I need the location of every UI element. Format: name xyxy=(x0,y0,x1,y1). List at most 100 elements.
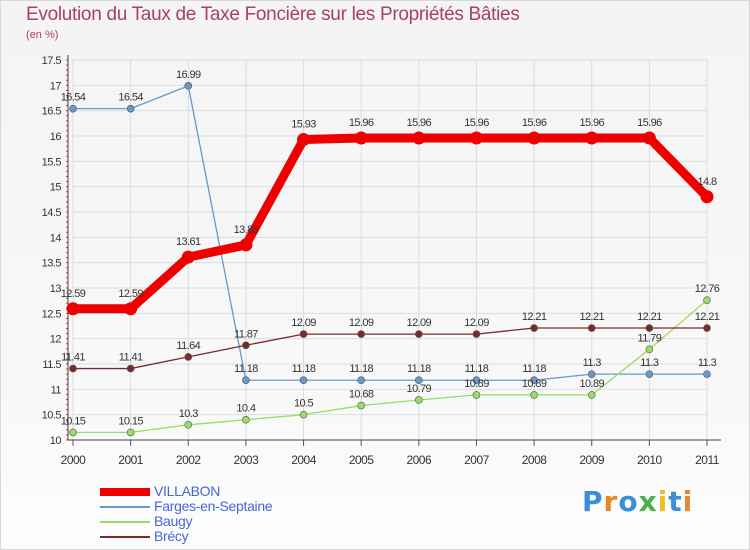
data-label: 13.61 xyxy=(176,236,201,248)
data-point xyxy=(69,104,77,113)
data-label: 15.96 xyxy=(637,117,662,129)
data-label: 11.18 xyxy=(465,363,489,375)
y-tick-label: 14 xyxy=(50,232,62,244)
series-lines xyxy=(66,82,714,437)
data-label: 10.89 xyxy=(579,378,604,390)
data-point xyxy=(415,396,423,404)
data-label: 10.4 xyxy=(236,403,255,415)
y-tick-label: 11 xyxy=(51,384,62,396)
logo-letter: P xyxy=(582,485,604,518)
x-tick-label: 2003 xyxy=(234,453,260,467)
data-label: 10.89 xyxy=(464,378,489,390)
data-point xyxy=(124,302,138,316)
data-point xyxy=(412,131,426,145)
data-label: 11.18 xyxy=(407,363,431,375)
data-label: 15.96 xyxy=(407,117,432,129)
data-label: 11.87 xyxy=(234,328,258,340)
data-point xyxy=(703,370,711,378)
data-point xyxy=(126,104,135,113)
series-line xyxy=(72,85,708,381)
x-tick-label: 2008 xyxy=(522,453,548,467)
data-label: 15.93 xyxy=(291,119,316,131)
y-tick-label: 10.5 xyxy=(42,410,62,422)
y-tick-label: 15.5 xyxy=(42,156,62,168)
series-line xyxy=(72,299,708,434)
legend-swatch xyxy=(100,521,150,523)
data-label: 11.41 xyxy=(61,352,85,364)
data-label: 15.96 xyxy=(579,117,604,129)
data-point xyxy=(126,364,135,373)
data-point xyxy=(69,364,77,373)
logo-letter: t xyxy=(668,485,683,518)
data-label: 12.09 xyxy=(464,317,489,329)
data-label: 12.59 xyxy=(61,288,86,300)
x-tick-label: 2011 xyxy=(695,453,720,467)
data-label: 12.76 xyxy=(695,283,720,295)
data-label: 11.18 xyxy=(522,363,546,375)
data-point xyxy=(530,391,538,399)
data-label: 15.96 xyxy=(464,117,489,129)
x-tick-label: 2004 xyxy=(291,453,317,467)
legend-swatch xyxy=(100,506,150,508)
data-label: 11.64 xyxy=(176,340,200,352)
x-tick-label: 2010 xyxy=(637,453,663,467)
x-tick-label: 2002 xyxy=(176,453,202,467)
legend-swatch xyxy=(100,488,150,496)
data-label: 10.5 xyxy=(294,398,313,410)
line-chart: 10 10.5 11 11.5 12 12.5 13 13.5 14 14.5 15 15.5 16 16… xyxy=(42,55,721,467)
legend-label: VILLABON xyxy=(154,483,221,499)
data-label: 12.59 xyxy=(118,288,143,300)
data-point xyxy=(472,330,481,338)
data-point xyxy=(239,238,253,252)
data-point xyxy=(700,190,714,204)
data-point xyxy=(415,376,423,385)
data-point xyxy=(469,131,483,145)
data-point xyxy=(530,376,538,385)
data-point xyxy=(587,391,596,399)
data-label: 10.89 xyxy=(522,378,547,390)
legend-label: Farges-en-Septaine xyxy=(154,498,273,514)
proxiti-logo: Proxiti xyxy=(582,485,693,518)
data-label: 15.96 xyxy=(522,117,547,129)
data-point xyxy=(299,330,308,338)
data-label: 15.96 xyxy=(349,117,374,129)
data-point xyxy=(126,428,135,437)
legend-item: Brécy xyxy=(100,529,340,544)
data-label: 16.54 xyxy=(118,92,143,104)
y-tick-label: 11.5 xyxy=(42,359,61,371)
logo-letter: o xyxy=(618,485,639,518)
y-tick-label: 13 xyxy=(50,283,62,295)
data-point xyxy=(642,131,656,145)
data-label: 11.18 xyxy=(349,363,373,375)
y-tick-label: 17 xyxy=(50,80,62,92)
y-unit-label: (en %) xyxy=(26,29,59,41)
data-point xyxy=(645,370,654,378)
x-tick-label: 2006 xyxy=(406,453,432,467)
data-point xyxy=(242,415,250,424)
data-label: 10.68 xyxy=(349,389,374,401)
data-label: 10.3 xyxy=(179,408,198,420)
data-point xyxy=(472,391,481,399)
data-point xyxy=(299,376,308,385)
data-point xyxy=(357,330,365,338)
chart-title: Evolution du Taux de Taxe Foncière sur l… xyxy=(26,4,520,25)
data-point xyxy=(527,131,541,145)
data-label: 16.99 xyxy=(176,69,201,81)
data-label: 10.15 xyxy=(61,415,86,427)
data-point xyxy=(587,370,596,378)
legend-item: Farges-en-Septaine xyxy=(100,499,340,514)
data-point xyxy=(242,376,250,385)
x-tick-label: 2000 xyxy=(61,453,87,467)
y-tick-label: 16.5 xyxy=(42,106,62,118)
data-point xyxy=(703,296,711,304)
data-label: 16.54 xyxy=(61,92,86,104)
data-point xyxy=(299,410,308,419)
data-point xyxy=(585,131,599,145)
data-point xyxy=(472,376,481,385)
data-label: 10.15 xyxy=(118,415,143,427)
data-label: 11.41 xyxy=(119,352,143,364)
y-tick-label: 12.5 xyxy=(42,308,62,320)
x-tick-label: 2009 xyxy=(579,453,605,467)
y-tick-label: 15 xyxy=(50,182,62,194)
